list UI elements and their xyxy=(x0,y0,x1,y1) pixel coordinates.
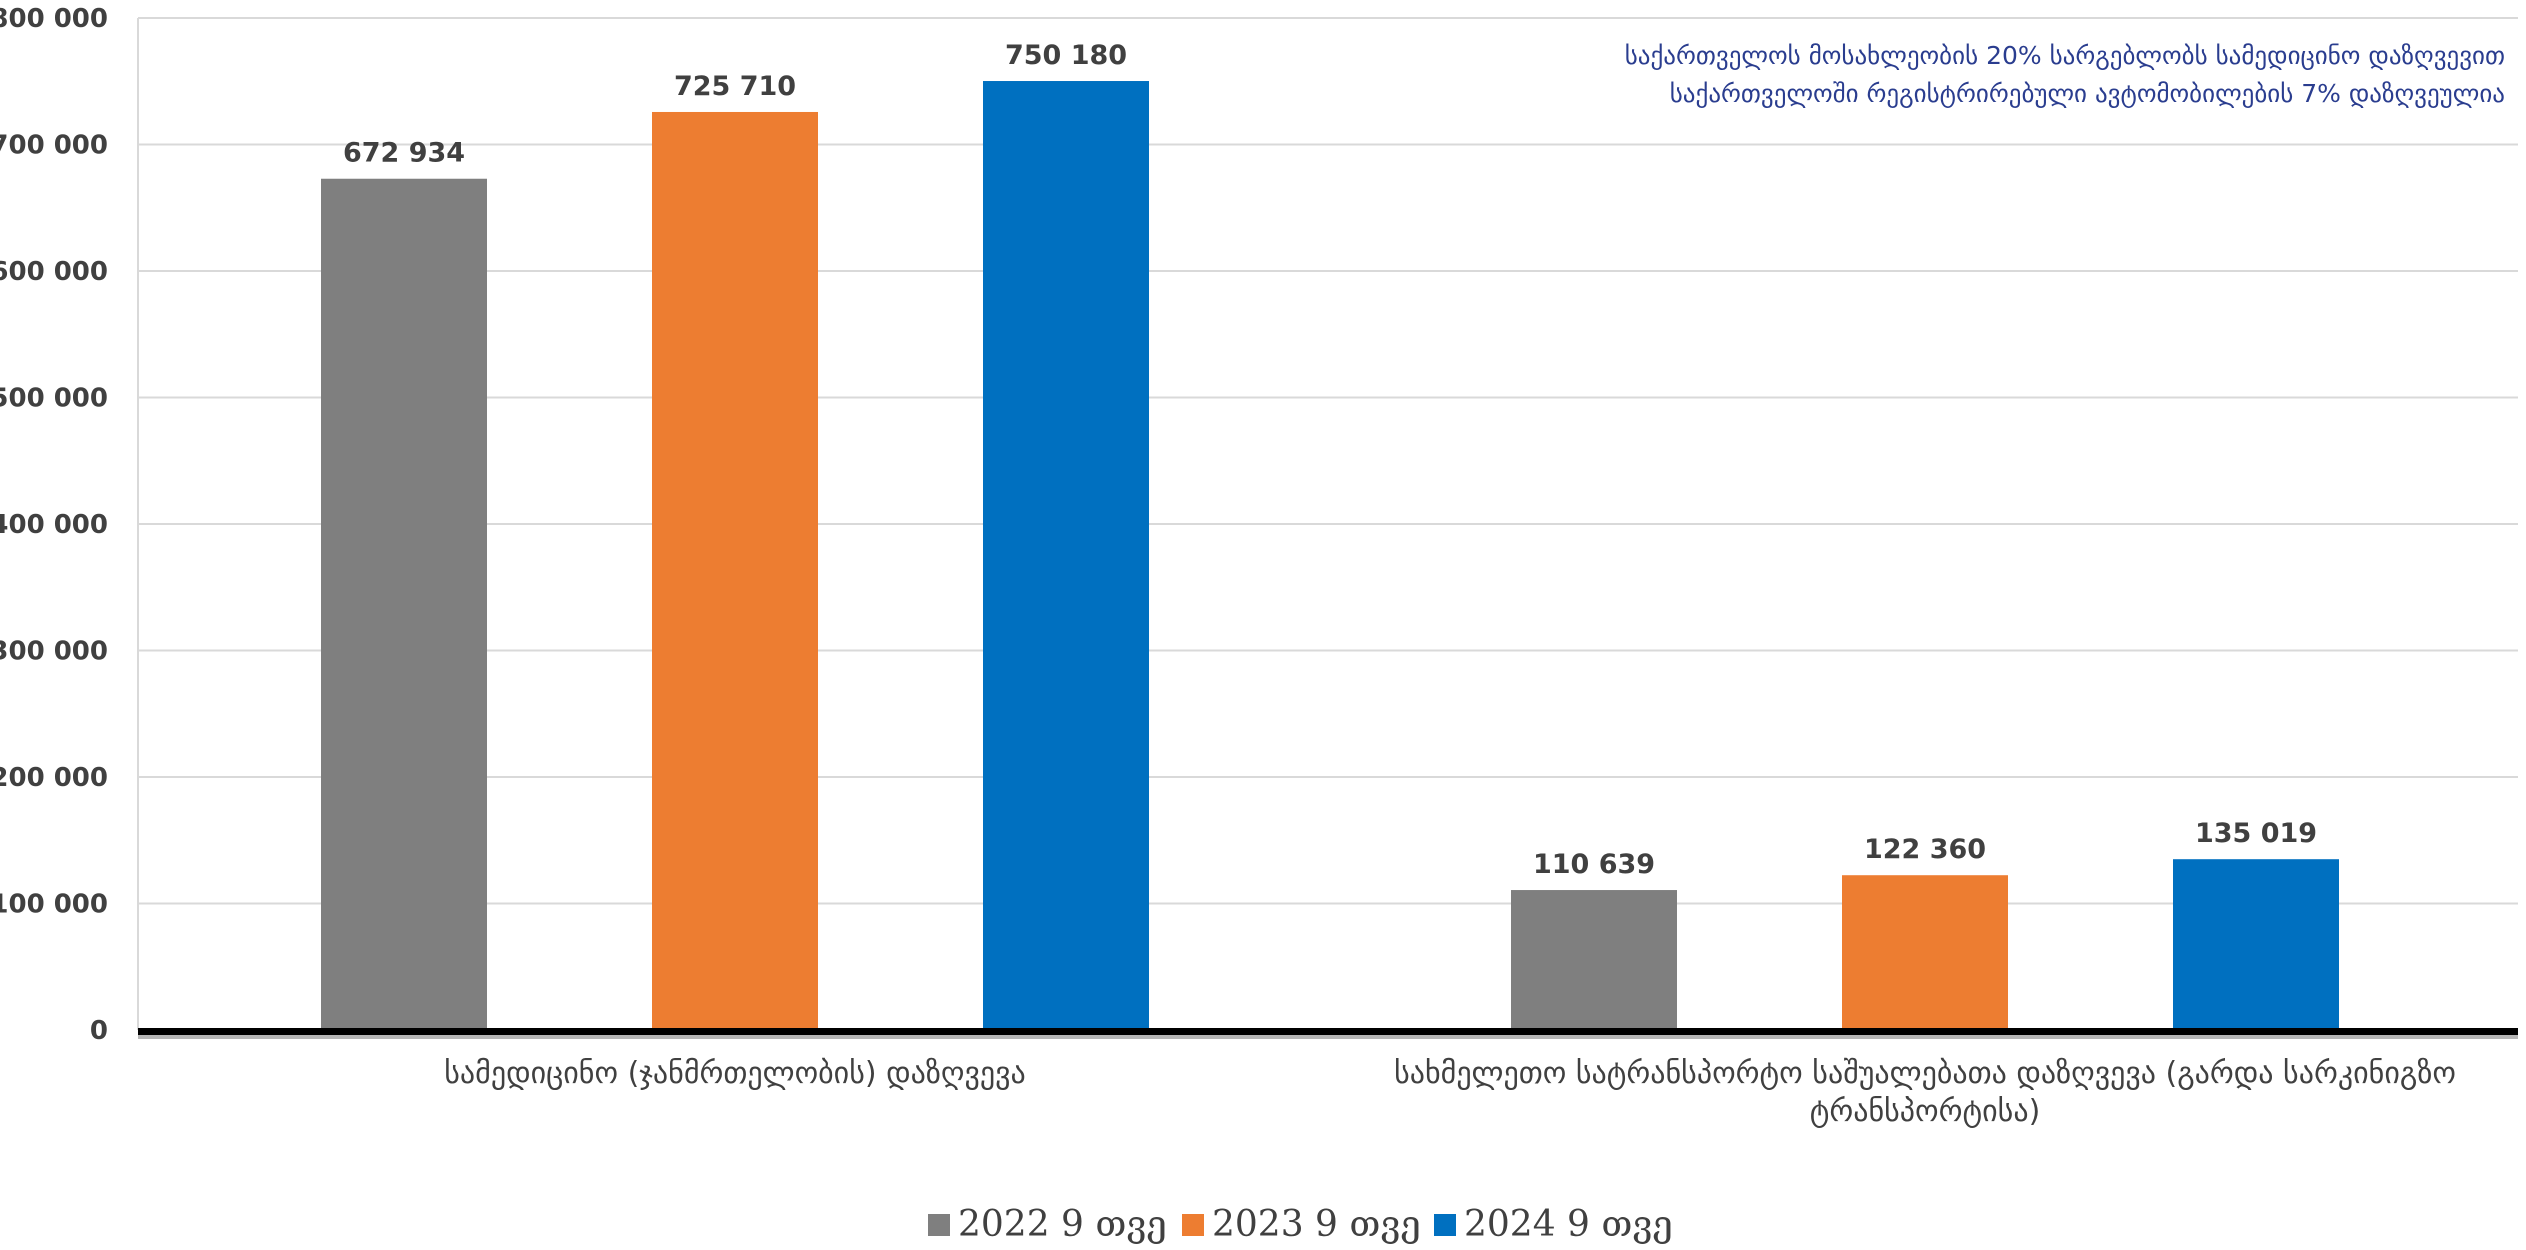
category-label: სახმელეთო სატრანსპორტო საშუალებათა დაზღვ… xyxy=(1394,1056,2456,1091)
bars xyxy=(321,81,2339,1031)
y-tick-label: 200 000 xyxy=(0,763,108,793)
y-tick-label: 400 000 xyxy=(0,510,108,540)
data-label: 122 360 xyxy=(1864,834,1986,865)
category-label: სამედიცინო (ჯანმრთელობის) დაზღვევა xyxy=(444,1056,1025,1091)
x-axis-shadow xyxy=(138,1033,2518,1039)
y-tick-label: 800 000 xyxy=(0,4,108,34)
y-tick-label: 300 000 xyxy=(0,637,108,667)
y-tick-label: 100 000 xyxy=(0,890,108,920)
y-tick-label: 500 000 xyxy=(0,384,108,414)
data-label: 110 639 xyxy=(1533,849,1655,880)
data-label: 672 934 xyxy=(343,138,465,169)
bar xyxy=(1842,875,2008,1030)
legend-label: 2023 9 თვე xyxy=(1212,1204,1421,1245)
bar xyxy=(652,111,818,1030)
x-axis-baseline xyxy=(138,1028,2518,1035)
bar xyxy=(321,178,487,1030)
y-tick-label: 0 xyxy=(90,1016,108,1046)
legend-label: 2022 9 თვე xyxy=(958,1204,1167,1245)
bar xyxy=(983,81,1149,1031)
bar xyxy=(1511,890,1677,1030)
annotation-note: საქართველოს მოსახლეობის 20% სარგებლობს ს… xyxy=(1625,41,2505,108)
category-label: ტრანსპორტისა) xyxy=(1810,1094,2041,1129)
data-label: 750 180 xyxy=(1005,40,1127,71)
legend-swatch xyxy=(1434,1214,1456,1236)
annotation-text: საქართველოში რეგისტრირებული ავტომობილები… xyxy=(1670,79,2505,108)
category-labels: სამედიცინო (ჯანმრთელობის) დაზღვევა სახმელ… xyxy=(444,1056,2456,1129)
y-tick-label: 700 000 xyxy=(0,131,108,161)
y-axis: 0 100 000 200 000 300 000 400 000 500 000 600 … xyxy=(0,4,139,1046)
bar xyxy=(2173,859,2339,1030)
data-labels: 672 934 110 639 725 710 122 360 750 180 135 0… xyxy=(343,40,2317,880)
legend-swatch xyxy=(928,1214,950,1236)
legend: 2022 9 თვე 2023 9 თვე 2024 9 თვე xyxy=(928,1204,1673,1245)
y-tick-label: 600 000 xyxy=(0,257,108,287)
data-label: 135 019 xyxy=(2195,818,2317,849)
legend-label: 2024 9 თვე xyxy=(1464,1204,1673,1245)
data-label: 725 710 xyxy=(674,71,796,102)
gridlines xyxy=(138,17,2518,905)
annotation-text: საქართველოს მოსახლეობის 20% სარგებლობს ს… xyxy=(1625,41,2505,70)
x-axis-line xyxy=(138,1028,2518,1039)
legend-swatch xyxy=(1182,1214,1204,1236)
